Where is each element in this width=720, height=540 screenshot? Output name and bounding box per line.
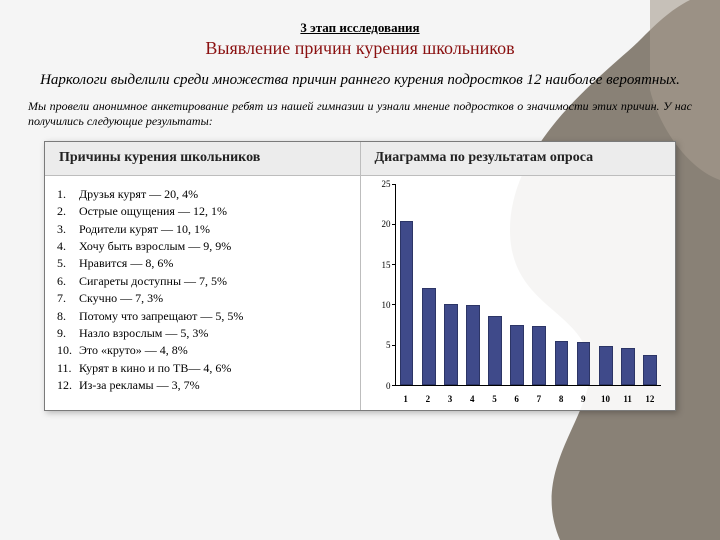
list-item-number: 4. (57, 238, 79, 255)
list-item-number: 2. (57, 203, 79, 220)
list-item: 5.Нравится — 8, 6% (57, 255, 352, 272)
x-tick-label: 10 (601, 394, 610, 404)
list-item: 11.Курят в кино и по ТВ— 4, 6% (57, 360, 352, 377)
reasons-list-cell: 1.Друзья курят — 20, 4%2.Острые ощущения… (45, 176, 361, 410)
list-item-number: 9. (57, 325, 79, 342)
x-tick-label: 8 (559, 394, 564, 404)
chart-x-axis: 123456789101112 (395, 388, 662, 404)
list-item-text: Нравится — 8, 6% (79, 255, 173, 272)
x-tick-label: 9 (581, 394, 586, 404)
chart-bar (510, 325, 524, 385)
list-item-number: 5. (57, 255, 79, 272)
x-tick-label: 7 (537, 394, 542, 404)
list-item: 2.Острые ощущения — 12, 1% (57, 203, 352, 220)
x-tick-label: 12 (645, 394, 654, 404)
body-text: Мы провели анонимное анкетирование ребят… (28, 99, 692, 129)
list-item-text: Острые ощущения — 12, 1% (79, 203, 227, 220)
main-title: Выявление причин курения школьников (24, 38, 696, 59)
x-tick-label: 5 (492, 394, 497, 404)
list-item-number: 12. (57, 377, 79, 394)
x-tick-label: 2 (426, 394, 431, 404)
list-item: 12.Из-за рекламы — 3, 7% (57, 377, 352, 394)
chart-bar (466, 305, 480, 385)
y-tick-label: 15 (371, 260, 391, 270)
x-tick-label: 4 (470, 394, 475, 404)
list-item: 7.Скучно — 7, 3% (57, 290, 352, 307)
list-item-number: 7. (57, 290, 79, 307)
chart-y-axis: 0510152025 (371, 184, 393, 386)
chart-bar (444, 304, 458, 385)
reasons-list: 1.Друзья курят — 20, 4%2.Острые ощущения… (57, 186, 352, 395)
x-tick-label: 3 (448, 394, 453, 404)
list-item: 1.Друзья курят — 20, 4% (57, 186, 352, 203)
list-item-text: Сигареты доступны — 7, 5% (79, 273, 227, 290)
chart-bar (422, 288, 436, 385)
right-column-title: Диаграмма по результатам опроса (361, 142, 676, 175)
y-tick-label: 0 (371, 381, 391, 391)
chart-bar (577, 342, 591, 385)
chart-cell: 0510152025 123456789101112 (361, 176, 676, 410)
list-item-text: Курят в кино и по ТВ— 4, 6% (79, 360, 231, 377)
stage-label: 3 этап исследования (24, 20, 696, 36)
list-item-text: Назло взрослым — 5, 3% (79, 325, 208, 342)
list-item: 6.Сигареты доступны — 7, 5% (57, 273, 352, 290)
list-item-text: Друзья курят — 20, 4% (79, 186, 198, 203)
list-item-number: 1. (57, 186, 79, 203)
slide-content: 3 этап исследования Выявление причин кур… (0, 0, 720, 421)
list-item: 3.Родители курят — 10, 1% (57, 221, 352, 238)
left-column-title: Причины курения школьников (45, 142, 361, 175)
list-item-number: 10. (57, 342, 79, 359)
list-item: 8.Потому что запрещают — 5, 5% (57, 308, 352, 325)
list-item: 10.Это «круто» — 4, 8% (57, 342, 352, 359)
list-item-text: Родители курят — 10, 1% (79, 221, 210, 238)
list-item-text: Скучно — 7, 3% (79, 290, 163, 307)
y-tick-label: 10 (371, 300, 391, 310)
chart-bar (488, 316, 502, 385)
bar-chart: 0510152025 123456789101112 (371, 184, 666, 404)
y-tick-label: 5 (371, 340, 391, 350)
list-item: 9.Назло взрослым — 5, 3% (57, 325, 352, 342)
intro-text: Наркологи выделили среди множества причи… (32, 71, 688, 89)
panel-header: Причины курения школьников Диаграмма по … (45, 142, 675, 176)
chart-bar (599, 346, 613, 385)
x-tick-label: 6 (514, 394, 519, 404)
list-item: 4.Хочу быть взрослым — 9, 9% (57, 238, 352, 255)
list-item-text: Хочу быть взрослым — 9, 9% (79, 238, 231, 255)
list-item-number: 6. (57, 273, 79, 290)
x-tick-label: 1 (403, 394, 408, 404)
chart-bar (532, 326, 546, 385)
list-item-text: Потому что запрещают — 5, 5% (79, 308, 243, 325)
y-tick-label: 25 (371, 179, 391, 189)
chart-plot-area (395, 184, 662, 386)
list-item-number: 8. (57, 308, 79, 325)
chart-bar (621, 348, 635, 385)
list-item-text: Из-за рекламы — 3, 7% (79, 377, 200, 394)
results-panel: Причины курения школьников Диаграмма по … (44, 141, 676, 411)
chart-bar (555, 341, 569, 385)
panel-body: 1.Друзья курят — 20, 4%2.Острые ощущения… (45, 176, 675, 410)
list-item-number: 11. (57, 360, 79, 377)
list-item-number: 3. (57, 221, 79, 238)
list-item-text: Это «круто» — 4, 8% (79, 342, 188, 359)
chart-bar (643, 355, 657, 385)
y-tick-label: 20 (371, 219, 391, 229)
x-tick-label: 11 (623, 394, 632, 404)
chart-bar (400, 221, 414, 385)
